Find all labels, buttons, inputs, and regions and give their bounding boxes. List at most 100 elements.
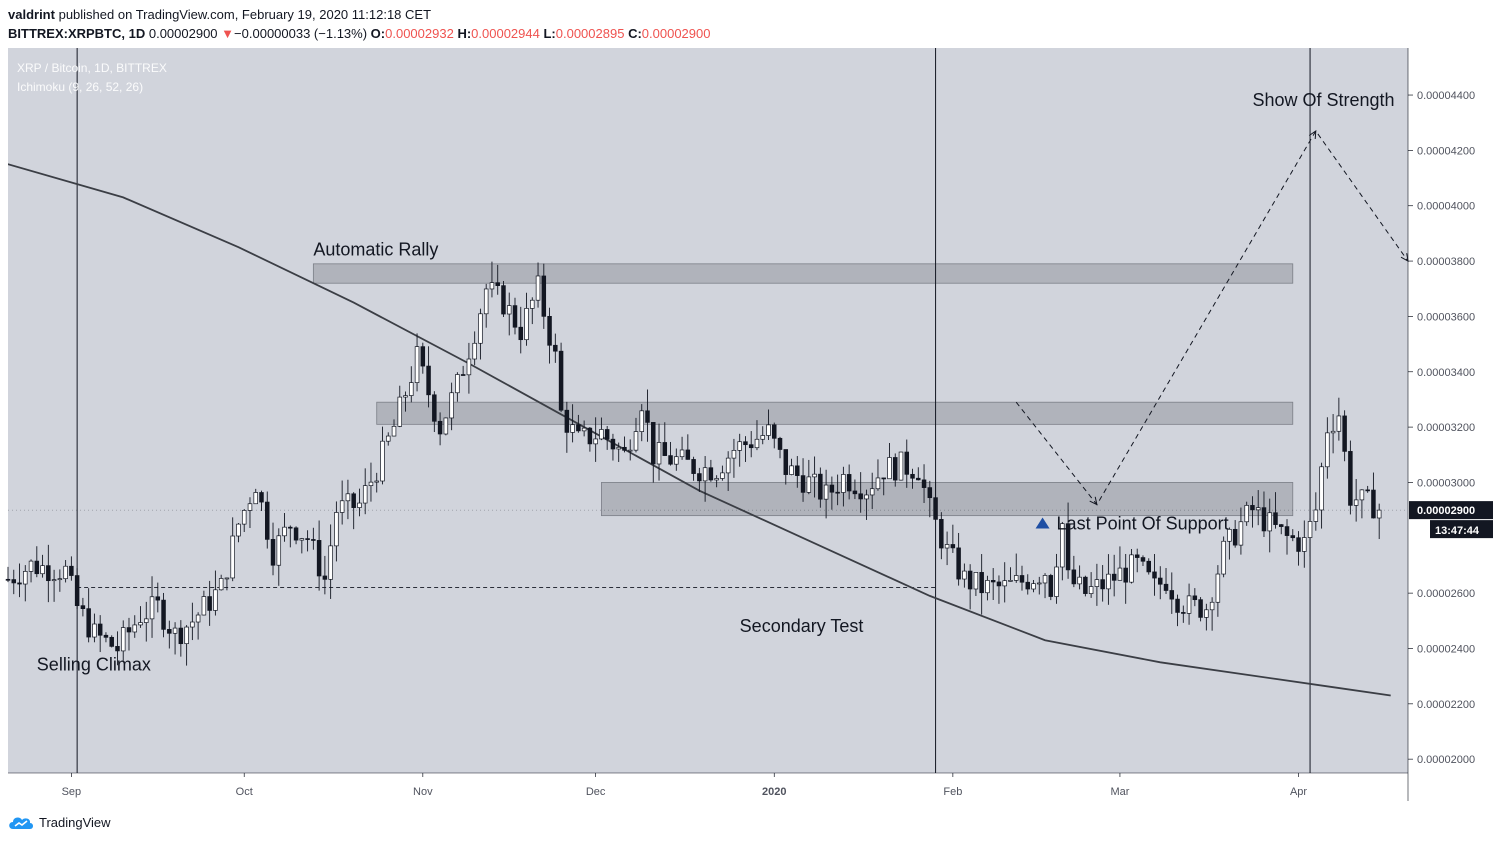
candle — [339, 480, 345, 525]
candle-body-up — [403, 395, 408, 398]
candle — [322, 555, 328, 595]
candle-body-up — [380, 440, 385, 482]
candle — [40, 554, 45, 578]
candle — [1117, 546, 1123, 581]
candle — [1186, 583, 1192, 625]
candle-body-up — [478, 313, 483, 344]
candle-body-down — [939, 519, 944, 549]
candle-body-up — [1054, 566, 1059, 597]
open-value: 0.00002932 — [385, 26, 454, 41]
candle — [691, 456, 696, 481]
candle — [478, 308, 483, 360]
candle — [892, 453, 898, 487]
low-value: 0.00002895 — [555, 26, 625, 41]
candle — [1025, 574, 1031, 595]
candle-body-down — [518, 326, 524, 341]
candle — [800, 458, 806, 502]
candle — [748, 431, 754, 458]
candle — [1002, 562, 1007, 603]
candle-body-down — [553, 344, 558, 352]
candle — [679, 436, 685, 460]
candle-body-up — [230, 535, 235, 579]
candle — [910, 468, 915, 489]
tradingview-logo[interactable]: TradingView — [7, 814, 111, 830]
candle-body-up — [973, 572, 979, 590]
candle-body-up — [841, 474, 846, 493]
candle — [1152, 554, 1157, 596]
candle — [247, 497, 253, 528]
candle-body-up — [247, 503, 253, 511]
candle-body-down — [178, 627, 184, 645]
candle — [627, 439, 633, 461]
candle — [1169, 572, 1175, 614]
candle — [420, 342, 426, 374]
candle-body-up — [1359, 489, 1365, 501]
candle — [207, 580, 212, 626]
candle-body-down — [1019, 575, 1025, 583]
candle-body-up — [535, 275, 541, 301]
candle — [282, 513, 287, 542]
candle — [109, 635, 114, 648]
ohlc-line: BITTREX:XRPBTC, 1D 0.00002900 ▼−0.000000… — [8, 26, 710, 41]
candle — [725, 451, 731, 491]
candle — [357, 488, 362, 517]
candle — [63, 560, 68, 583]
candle — [967, 564, 973, 610]
candle-body-down — [1232, 528, 1238, 546]
annotation-label: Secondary Test — [740, 616, 864, 636]
candle-body-down — [97, 623, 103, 636]
candle — [887, 442, 892, 480]
candle — [213, 570, 218, 616]
candle-body-down — [103, 634, 109, 638]
candle — [230, 517, 235, 582]
candle-body-up — [201, 596, 207, 616]
candle-body-up — [1002, 580, 1007, 587]
last-price-badge-text: 0.00002900 — [1417, 505, 1475, 517]
candle-body-down — [933, 497, 938, 520]
candle-body-down — [311, 539, 316, 541]
candle-body-up — [812, 473, 817, 478]
candle-body-down — [460, 374, 466, 376]
candle-body-down — [835, 491, 840, 494]
candle — [789, 458, 794, 476]
candle-body-down — [846, 474, 852, 492]
candle-body-up — [213, 589, 218, 611]
countdown-badge-text: 13:47:44 — [1435, 525, 1480, 537]
candle — [455, 372, 460, 402]
candle — [334, 501, 339, 562]
candle — [397, 385, 403, 428]
candle — [1342, 410, 1347, 462]
annotation-label: Last Point Of Support — [1057, 513, 1229, 533]
candle — [662, 422, 668, 457]
candle-body-up — [1031, 583, 1036, 590]
price-tick-label: 0.00004000 — [1417, 201, 1475, 213]
candle — [1060, 521, 1065, 581]
candle — [443, 417, 449, 436]
candle-body-down — [564, 409, 570, 433]
candle — [1330, 414, 1336, 454]
price-tick-label: 0.00003800 — [1417, 256, 1475, 268]
candle — [103, 632, 109, 643]
candle-body-up — [218, 578, 224, 591]
candle-body-down — [651, 422, 656, 465]
candle-body-down — [501, 285, 506, 315]
candle — [28, 559, 34, 583]
candle-body-down — [46, 565, 51, 582]
price-tick-label: 0.00002200 — [1417, 699, 1475, 711]
candle — [869, 472, 875, 509]
candle-body-down — [167, 629, 172, 634]
candle — [1019, 565, 1025, 591]
candle — [1106, 554, 1111, 605]
candle — [460, 365, 466, 376]
candle-body-up — [679, 449, 685, 458]
candle-body-up — [236, 523, 241, 537]
candle — [167, 620, 172, 649]
candle — [1221, 536, 1226, 578]
candle-body-up — [823, 484, 829, 500]
candle-body-down — [155, 596, 161, 601]
symbol-label: BITTREX:XRPBTC, 1D — [8, 26, 146, 41]
candle-body-up — [449, 392, 454, 419]
candle-body-up — [357, 502, 362, 508]
time-tick-label: 2020 — [762, 786, 786, 798]
